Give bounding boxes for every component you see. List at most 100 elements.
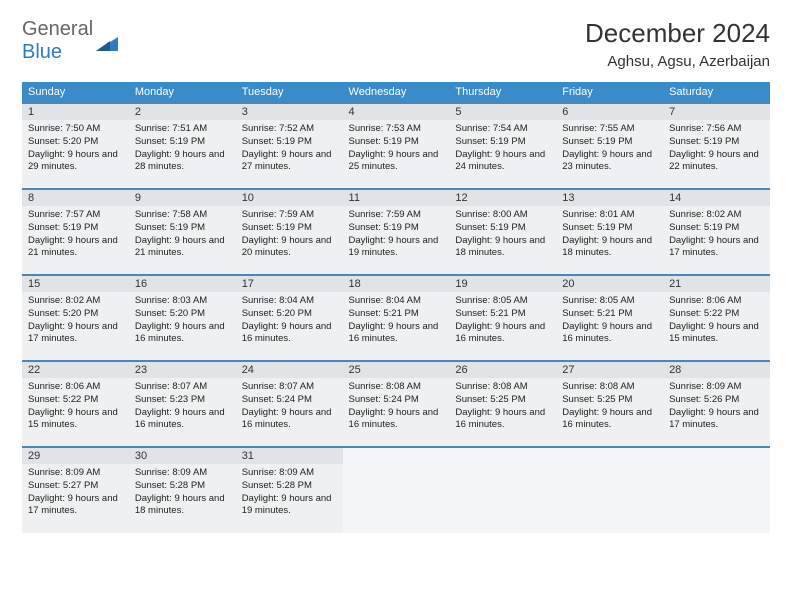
calendar-day-cell: 13Sunrise: 8:01 AMSunset: 5:19 PMDayligh… [556,189,663,275]
day-number: 8 [22,190,129,206]
calendar-week-row: 15Sunrise: 8:02 AMSunset: 5:20 PMDayligh… [22,275,770,361]
calendar-table: Sunday Monday Tuesday Wednesday Thursday… [22,82,770,533]
calendar-week-row: 8Sunrise: 7:57 AMSunset: 5:19 PMDaylight… [22,189,770,275]
day-details: Sunrise: 7:57 AMSunset: 5:19 PMDaylight:… [22,206,129,265]
header: General Blue December 2024 Aghsu, Agsu, … [22,18,770,70]
logo-word-blue: Blue [22,41,62,63]
calendar-day-cell [343,447,450,533]
day-details: Sunrise: 8:09 AMSunset: 5:28 PMDaylight:… [129,464,236,523]
day-details: Sunrise: 8:09 AMSunset: 5:27 PMDaylight:… [22,464,129,523]
day-details: Sunrise: 8:04 AMSunset: 5:20 PMDaylight:… [236,292,343,351]
calendar-day-cell: 24Sunrise: 8:07 AMSunset: 5:24 PMDayligh… [236,361,343,447]
sail-icon [96,34,118,48]
day-number: 29 [22,448,129,464]
day-number: 24 [236,362,343,378]
day-details: Sunrise: 7:59 AMSunset: 5:19 PMDaylight:… [236,206,343,265]
day-number: 9 [129,190,236,206]
calendar-day-cell: 27Sunrise: 8:08 AMSunset: 5:25 PMDayligh… [556,361,663,447]
day-number: 3 [236,104,343,120]
day-number: 12 [449,190,556,206]
day-details: Sunrise: 7:52 AMSunset: 5:19 PMDaylight:… [236,120,343,179]
calendar-day-cell: 5Sunrise: 7:54 AMSunset: 5:19 PMDaylight… [449,103,556,189]
day-details: Sunrise: 8:05 AMSunset: 5:21 PMDaylight:… [556,292,663,351]
day-details: Sunrise: 8:08 AMSunset: 5:25 PMDaylight:… [556,378,663,437]
calendar-day-cell: 21Sunrise: 8:06 AMSunset: 5:22 PMDayligh… [663,275,770,361]
day-number: 20 [556,276,663,292]
calendar-day-cell: 28Sunrise: 8:09 AMSunset: 5:26 PMDayligh… [663,361,770,447]
weekday-header: Tuesday [236,82,343,103]
calendar-day-cell [449,447,556,533]
day-number: 28 [663,362,770,378]
day-details: Sunrise: 7:54 AMSunset: 5:19 PMDaylight:… [449,120,556,179]
day-number: 31 [236,448,343,464]
day-number: 4 [343,104,450,120]
calendar-day-cell: 26Sunrise: 8:08 AMSunset: 5:25 PMDayligh… [449,361,556,447]
calendar-page: General Blue December 2024 Aghsu, Agsu, … [0,0,792,551]
calendar-day-cell: 4Sunrise: 7:53 AMSunset: 5:19 PMDaylight… [343,103,450,189]
day-details: Sunrise: 8:09 AMSunset: 5:26 PMDaylight:… [663,378,770,437]
day-details: Sunrise: 8:07 AMSunset: 5:24 PMDaylight:… [236,378,343,437]
weekday-header: Thursday [449,82,556,103]
calendar-day-cell: 3Sunrise: 7:52 AMSunset: 5:19 PMDaylight… [236,103,343,189]
day-details: Sunrise: 7:58 AMSunset: 5:19 PMDaylight:… [129,206,236,265]
location-label: Aghsu, Agsu, Azerbaijan [585,53,770,70]
weekday-header-row: Sunday Monday Tuesday Wednesday Thursday… [22,82,770,103]
day-details: Sunrise: 8:09 AMSunset: 5:28 PMDaylight:… [236,464,343,523]
calendar-day-cell: 2Sunrise: 7:51 AMSunset: 5:19 PMDaylight… [129,103,236,189]
logo: General Blue [22,18,118,64]
calendar-day-cell: 17Sunrise: 8:04 AMSunset: 5:20 PMDayligh… [236,275,343,361]
day-number: 11 [343,190,450,206]
day-number: 13 [556,190,663,206]
logo-word-general: General [22,18,93,40]
day-details: Sunrise: 8:08 AMSunset: 5:24 PMDaylight:… [343,378,450,437]
day-details: Sunrise: 8:02 AMSunset: 5:19 PMDaylight:… [663,206,770,265]
day-details: Sunrise: 7:56 AMSunset: 5:19 PMDaylight:… [663,120,770,179]
day-details: Sunrise: 8:05 AMSunset: 5:21 PMDaylight:… [449,292,556,351]
day-number: 6 [556,104,663,120]
calendar-day-cell: 9Sunrise: 7:58 AMSunset: 5:19 PMDaylight… [129,189,236,275]
calendar-day-cell: 18Sunrise: 8:04 AMSunset: 5:21 PMDayligh… [343,275,450,361]
calendar-day-cell: 15Sunrise: 8:02 AMSunset: 5:20 PMDayligh… [22,275,129,361]
day-number: 23 [129,362,236,378]
day-number: 25 [343,362,450,378]
day-number: 19 [449,276,556,292]
calendar-day-cell: 14Sunrise: 8:02 AMSunset: 5:19 PMDayligh… [663,189,770,275]
calendar-day-cell: 16Sunrise: 8:03 AMSunset: 5:20 PMDayligh… [129,275,236,361]
day-details: Sunrise: 8:03 AMSunset: 5:20 PMDaylight:… [129,292,236,351]
day-number: 18 [343,276,450,292]
day-details: Sunrise: 8:04 AMSunset: 5:21 PMDaylight:… [343,292,450,351]
day-details: Sunrise: 7:50 AMSunset: 5:20 PMDaylight:… [22,120,129,179]
calendar-day-cell [556,447,663,533]
calendar-day-cell: 31Sunrise: 8:09 AMSunset: 5:28 PMDayligh… [236,447,343,533]
day-number: 5 [449,104,556,120]
calendar-day-cell: 30Sunrise: 8:09 AMSunset: 5:28 PMDayligh… [129,447,236,533]
calendar-body: 1Sunrise: 7:50 AMSunset: 5:20 PMDaylight… [22,103,770,533]
day-details: Sunrise: 7:59 AMSunset: 5:19 PMDaylight:… [343,206,450,265]
day-details: Sunrise: 7:55 AMSunset: 5:19 PMDaylight:… [556,120,663,179]
day-details: Sunrise: 8:00 AMSunset: 5:19 PMDaylight:… [449,206,556,265]
day-details: Sunrise: 8:08 AMSunset: 5:25 PMDaylight:… [449,378,556,437]
day-number: 30 [129,448,236,464]
calendar-day-cell: 19Sunrise: 8:05 AMSunset: 5:21 PMDayligh… [449,275,556,361]
day-number: 22 [22,362,129,378]
weekday-header: Monday [129,82,236,103]
calendar-day-cell: 1Sunrise: 7:50 AMSunset: 5:20 PMDaylight… [22,103,129,189]
calendar-day-cell: 6Sunrise: 7:55 AMSunset: 5:19 PMDaylight… [556,103,663,189]
calendar-day-cell: 8Sunrise: 7:57 AMSunset: 5:19 PMDaylight… [22,189,129,275]
day-details: Sunrise: 8:02 AMSunset: 5:20 PMDaylight:… [22,292,129,351]
day-number: 16 [129,276,236,292]
day-details: Sunrise: 7:53 AMSunset: 5:19 PMDaylight:… [343,120,450,179]
calendar-day-cell: 12Sunrise: 8:00 AMSunset: 5:19 PMDayligh… [449,189,556,275]
logo-text: General Blue [22,18,93,64]
calendar-day-cell: 25Sunrise: 8:08 AMSunset: 5:24 PMDayligh… [343,361,450,447]
calendar-week-row: 1Sunrise: 7:50 AMSunset: 5:20 PMDaylight… [22,103,770,189]
calendar-day-cell: 29Sunrise: 8:09 AMSunset: 5:27 PMDayligh… [22,447,129,533]
calendar-day-cell: 11Sunrise: 7:59 AMSunset: 5:19 PMDayligh… [343,189,450,275]
day-number: 26 [449,362,556,378]
day-details: Sunrise: 7:51 AMSunset: 5:19 PMDaylight:… [129,120,236,179]
day-number: 7 [663,104,770,120]
weekday-header: Sunday [22,82,129,103]
day-details: Sunrise: 8:01 AMSunset: 5:19 PMDaylight:… [556,206,663,265]
day-number: 27 [556,362,663,378]
calendar-day-cell: 10Sunrise: 7:59 AMSunset: 5:19 PMDayligh… [236,189,343,275]
